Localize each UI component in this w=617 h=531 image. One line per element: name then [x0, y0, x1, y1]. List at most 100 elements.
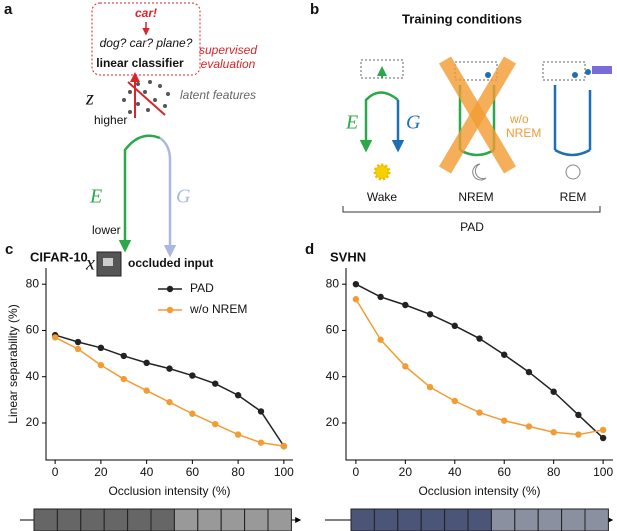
bracket — [342, 206, 601, 213]
separator — [127, 81, 166, 116]
strips — [20, 508, 614, 531]
output: car! — [135, 6, 157, 20]
x-tick-label: 80 — [547, 465, 561, 479]
legend-label: w/o NREM — [189, 302, 247, 316]
x-tick-label: 60 — [498, 465, 512, 479]
encoder: E — [89, 186, 102, 208]
crossed-label: NREM — [506, 126, 541, 140]
point — [550, 429, 557, 436]
legend-marker — [166, 306, 174, 314]
series-line — [54, 336, 284, 447]
x-tick-label: 20 — [94, 465, 108, 479]
panel-label: a — [4, 1, 13, 18]
strip-frame — [220, 508, 246, 531]
encoder-arrow — [359, 91, 399, 153]
x-tick-label: 0 — [353, 465, 360, 479]
rem-arrows — [553, 85, 592, 157]
encoder-arrow — [118, 134, 161, 253]
point — [451, 322, 458, 330]
point — [599, 434, 607, 442]
point — [120, 352, 127, 360]
x-axis-label: Occlusion intensity (%) — [418, 484, 540, 498]
point — [426, 383, 434, 391]
strip-frame — [584, 508, 609, 531]
strip-frame — [197, 508, 222, 531]
point — [51, 334, 59, 341]
x-tick-label: 100 — [274, 465, 294, 479]
strip-frame — [350, 508, 375, 531]
choices: dog? car? plane? — [100, 36, 193, 50]
sun — [373, 163, 391, 181]
point — [476, 409, 483, 416]
noise — [592, 66, 612, 74]
axes — [45, 268, 293, 461]
strip-frame — [80, 508, 105, 531]
input-image — [103, 258, 113, 266]
strip-frame — [33, 508, 58, 531]
point — [189, 410, 196, 417]
diagram-a: a car! dog? car? plane? supervised evalu… — [4, 1, 257, 277]
x-tick-label: 100 — [593, 465, 613, 479]
eval-box — [91, 2, 201, 76]
icon — [572, 72, 578, 78]
panel-label: c — [5, 241, 13, 258]
strip-frame — [397, 508, 422, 531]
lower: lower — [92, 223, 121, 237]
strip-frame — [420, 508, 446, 531]
series-line — [54, 334, 285, 447]
condition: NREM — [458, 190, 493, 204]
point — [501, 417, 508, 424]
strip-frame — [244, 508, 269, 531]
y-tick-label: 60 — [26, 323, 40, 337]
strip-frame — [373, 508, 399, 531]
x-tick-label: 40 — [140, 465, 154, 479]
point — [550, 388, 557, 395]
x-tick-label: 60 — [186, 465, 200, 479]
y-axis-label: Linear separability (%) — [6, 304, 20, 423]
point — [143, 359, 150, 367]
point — [525, 368, 533, 376]
eval-label: evaluation — [201, 57, 256, 71]
point — [234, 431, 242, 438]
crossed-label: w/o — [509, 112, 529, 126]
legend-label: PAD — [190, 281, 214, 295]
strip-frame — [514, 508, 539, 531]
panel-label: b — [310, 1, 319, 18]
y-tick-label: 40 — [326, 369, 340, 383]
condition: REM — [560, 190, 587, 204]
point — [599, 426, 607, 434]
point — [377, 293, 384, 301]
encoder: E — [345, 112, 358, 134]
x-tick-label: 80 — [231, 465, 245, 479]
point — [352, 296, 360, 303]
point — [501, 351, 508, 358]
point — [212, 380, 219, 387]
x-tick-label: 20 — [399, 465, 413, 479]
rem-icon — [565, 164, 581, 180]
point — [476, 335, 483, 342]
point — [426, 311, 434, 318]
y-tick-label: 20 — [326, 415, 340, 429]
y-tick-label: 40 — [26, 369, 40, 383]
higher: higher — [94, 113, 127, 127]
cross — [438, 56, 517, 174]
y-tick-label: 80 — [26, 276, 40, 290]
point — [377, 336, 384, 343]
strip-frame — [173, 508, 199, 531]
chart-title: CIFAR-10 — [30, 249, 88, 264]
diagram-b: b Training conditions E G w/o NREM Wake … — [310, 1, 612, 234]
point — [97, 361, 105, 369]
strip-frame — [561, 508, 586, 531]
eval-label: supervised — [199, 43, 257, 57]
classifier: linear classifier — [96, 56, 184, 70]
point — [402, 363, 409, 370]
point — [575, 431, 582, 438]
strip-frame — [56, 508, 82, 531]
panel-label: d — [305, 241, 314, 258]
axes — [345, 268, 613, 461]
condition: Wake — [367, 190, 398, 204]
y-tick-label: 80 — [326, 276, 340, 290]
generator: G — [176, 186, 191, 208]
strip-frame — [150, 508, 175, 531]
y-tick-label: 20 — [26, 415, 40, 429]
